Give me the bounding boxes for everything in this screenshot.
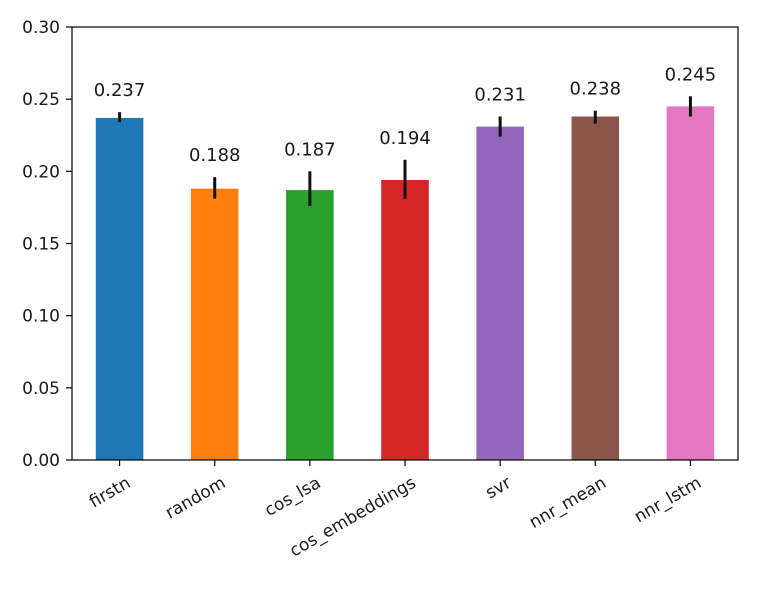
bars-group <box>95 106 715 461</box>
y-tick-label: 0.00 <box>22 451 60 471</box>
x-tick-label-cos_lsa: cos_lsa <box>261 473 324 521</box>
y-tick-label: 0.15 <box>22 235 60 255</box>
value-label-firstn: 0.237 <box>94 80 146 101</box>
value-label-cos_lsa: 0.187 <box>284 139 336 160</box>
x-tick-label-nnr_lstm: nnr_lstm <box>631 473 705 527</box>
bar-svr <box>476 126 524 460</box>
value-label-cos_embeddings: 0.194 <box>379 128 431 149</box>
x-tick-label-svr: svr <box>482 473 514 503</box>
y-tick-label: 0.10 <box>22 307 60 327</box>
value-label-nnr_mean: 0.238 <box>570 79 622 100</box>
bar-cos_embeddings <box>381 179 429 460</box>
bar-firstn <box>95 117 144 461</box>
bar-random <box>190 188 239 461</box>
y-axis: 0.00 0.05 0.10 0.15 0.20 0.25 0.30 <box>22 18 72 471</box>
value-label-svr: 0.231 <box>474 84 526 105</box>
value-label-random: 0.188 <box>189 145 241 166</box>
value-labels-group: 0.237 0.188 0.187 0.194 0.231 0.238 0.245 <box>94 64 716 166</box>
y-tick-label: 0.20 <box>22 162 60 182</box>
x-tick-label-random: random <box>162 473 229 523</box>
bar-cos_lsa <box>286 190 334 460</box>
y-tick-label: 0.05 <box>22 379 60 399</box>
bar-nnr_mean <box>571 116 620 460</box>
x-tick-label-nnr_mean: nnr_mean <box>526 473 610 533</box>
y-tick-label: 0.30 <box>22 18 60 38</box>
bar-nnr_lstm <box>666 106 715 460</box>
value-label-nnr_lstm: 0.245 <box>665 64 717 85</box>
y-tick-label: 0.25 <box>22 90 60 110</box>
error-bars-group <box>118 96 692 206</box>
x-tick-label-firstn: firstn <box>86 473 134 512</box>
